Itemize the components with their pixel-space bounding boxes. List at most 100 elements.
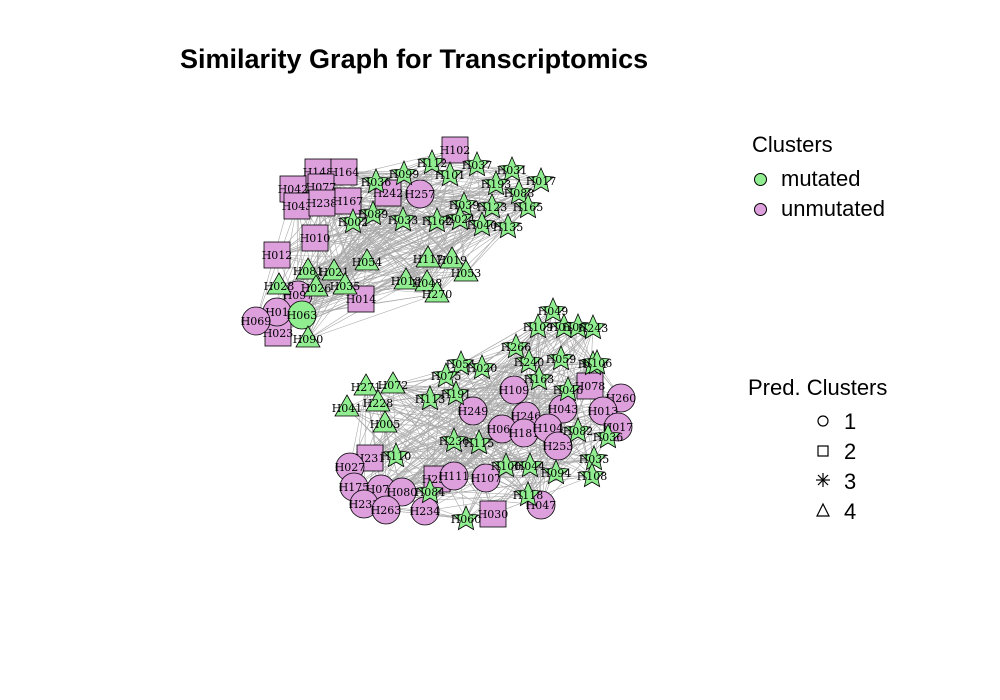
node-star (423, 206, 451, 233)
graph-edge (540, 436, 609, 506)
legend-item-unmutated: unmutated (752, 194, 885, 224)
graph-edge (372, 180, 542, 215)
node-h167: H167 (333, 187, 363, 215)
node-h075: H075 (431, 361, 461, 388)
legend-item-3: 3 (748, 467, 887, 497)
node-label: H019 (437, 254, 468, 267)
node-circle (471, 463, 501, 493)
node-h109: H109 (523, 312, 553, 339)
graph-nodes: H102H148H164H042H077H043H238H167H242H010… (241, 136, 636, 531)
node-circle (499, 375, 529, 405)
node-label: H043 (548, 403, 579, 416)
node-star (564, 312, 592, 339)
node-label: H035 (579, 453, 610, 466)
node-h101: H101 (435, 160, 465, 187)
node-star (498, 155, 526, 182)
node-star (418, 148, 446, 175)
node-h112: H112 (417, 148, 447, 175)
node-h012: H012 (262, 241, 292, 269)
node-star (446, 204, 474, 231)
node-triangle (393, 267, 419, 290)
graph-edge (525, 327, 594, 417)
node-h100: H100 (491, 451, 521, 478)
legend-pred-title: Pred. Clusters (748, 375, 888, 400)
node-label: H021 (319, 266, 350, 279)
node-h228: H228 (363, 389, 393, 412)
node-star (468, 210, 496, 237)
node-triangle (332, 272, 358, 295)
node-h046: H046 (553, 375, 583, 402)
node-star (482, 169, 510, 196)
node-label: H063 (287, 309, 318, 322)
node-h051: H051 (446, 349, 476, 376)
node-label: H117 (413, 253, 444, 266)
node-h249: H249 (458, 396, 488, 426)
graph-edge (465, 206, 529, 274)
graph-edge (481, 362, 598, 369)
node-circle (458, 396, 488, 426)
node-star (505, 178, 533, 205)
node-h115: H115 (464, 428, 494, 455)
node-label: H181 (509, 427, 540, 440)
node-star (524, 312, 552, 339)
node-h181: H181 (509, 418, 540, 448)
node-star (554, 375, 582, 402)
node-h109: H109 (499, 375, 529, 405)
node-label: H191 (441, 388, 472, 401)
node-triangle (439, 246, 465, 269)
node-star (502, 332, 530, 359)
node-label: H234 (410, 505, 441, 518)
node-h068: H068 (487, 414, 517, 444)
node-label: H110 (381, 450, 412, 463)
node-h054: H054 (352, 248, 382, 271)
node-square (334, 187, 362, 215)
node-h041: H041 (332, 394, 362, 417)
node-square (283, 192, 311, 220)
node-star (564, 416, 592, 443)
node-circle (371, 495, 401, 525)
node-label: H164 (329, 166, 360, 179)
node-label: H028 (264, 280, 295, 293)
node-triangle (415, 245, 441, 268)
graph-edge (392, 384, 480, 444)
node-star (359, 199, 387, 226)
node-h191: H191 (441, 379, 472, 406)
node-star (580, 444, 608, 471)
graph-edge (387, 164, 478, 194)
graph-edge (478, 442, 557, 474)
node-h233: H233 (349, 489, 379, 519)
node-star (515, 347, 543, 374)
graph-edge (395, 410, 474, 457)
node-star (465, 428, 493, 455)
node-star (442, 379, 470, 406)
graph-edge (384, 385, 591, 425)
node-label: H010 (300, 232, 331, 245)
legend-label-3: 3 (844, 469, 857, 494)
graph-edge (384, 423, 529, 496)
node-h164: H164 (329, 158, 360, 186)
node-star (447, 349, 475, 376)
mutated-swatch (754, 172, 767, 186)
node-label: H108 (577, 470, 608, 483)
node-star (382, 441, 410, 468)
node-h020: H020 (467, 353, 497, 380)
node-label: H024 (445, 213, 476, 226)
legend-item-mutated: mutated (752, 164, 885, 194)
node-triangle (266, 272, 292, 295)
node-triangle (354, 248, 380, 271)
node-label: H027 (335, 461, 366, 474)
node-star (432, 361, 460, 388)
node-h108: H108 (577, 461, 608, 488)
graph-edge (426, 226, 509, 284)
node-label: H031 (497, 164, 528, 177)
node-h019: H019 (437, 246, 468, 269)
node-h163: H163 (524, 364, 554, 391)
node-h253: H253 (543, 431, 573, 461)
node-triangle (380, 371, 406, 394)
node-triangle (414, 269, 440, 292)
unmutated-swatch (754, 202, 767, 216)
node-h234: H234 (410, 496, 441, 526)
node-h107: H107 (471, 463, 501, 493)
node-triangle (372, 410, 398, 433)
node-star (339, 207, 367, 234)
